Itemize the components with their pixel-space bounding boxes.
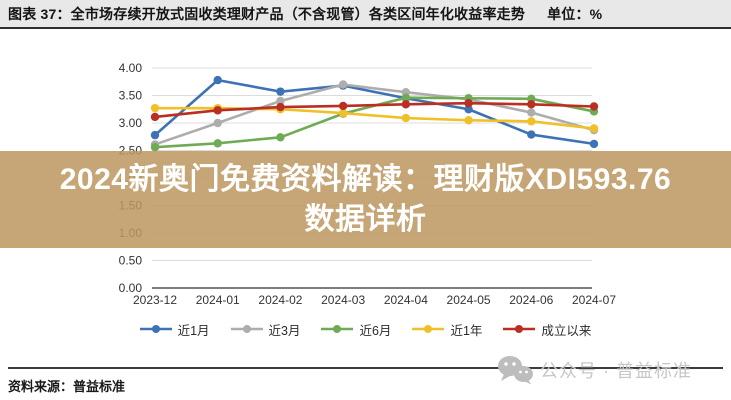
series-marker (276, 133, 285, 142)
x-tick-label: 2024-06 (509, 293, 553, 307)
series-marker (401, 93, 411, 102)
banner-line1: 2024新奥门免费资料解读：理财版XDI593.76 (59, 162, 672, 196)
figure-title: 图表 37：全市场存续开放式固收类理财产品（不含现管）各类区间年化收益率走势 (8, 5, 526, 22)
x-tick-label: 2024-01 (196, 293, 240, 307)
overlay-watermark-banner: 2024新奥门免费资料解读：理财版XDI593.76 数据详析 (0, 151, 731, 248)
series-marker (589, 124, 599, 133)
legend-item: 成立以来 (503, 320, 591, 339)
y-tick-label: 0.00 (119, 281, 143, 295)
series-marker (213, 106, 222, 115)
y-tick-label: 3.50 (119, 89, 143, 103)
series-marker (464, 116, 473, 125)
source-note: 资料来源：普益标准 (8, 379, 126, 394)
x-tick-label: 2024-05 (447, 293, 491, 307)
y-tick-label: 0.50 (119, 254, 143, 268)
series-marker (527, 130, 536, 139)
series-marker (527, 108, 536, 117)
series-line (154, 101, 595, 119)
y-tick-label: 4.00 (119, 61, 143, 75)
x-tick-label: 2024-03 (321, 293, 365, 307)
wechat-icon (498, 356, 533, 385)
legend-label: 近1年 (450, 323, 483, 338)
legend-item: 近1月 (139, 320, 210, 339)
wechat-watermark: 公众号 · 普益标准 (497, 353, 692, 387)
series-marker (150, 143, 160, 152)
series-marker (401, 113, 411, 123)
watermark-text: 公众号 · 普益标准 (540, 361, 692, 381)
legend-label: 近6月 (359, 323, 392, 338)
banner-line2: 数据详析 (304, 202, 427, 236)
series-marker (213, 118, 222, 128)
chart-legend: 近1月 近3月 近6月 近1年 成立以来 (0, 318, 731, 340)
legend-label: 近1月 (177, 323, 210, 338)
series-marker (213, 139, 222, 148)
series-marker (464, 105, 473, 114)
series-marker (276, 87, 285, 96)
legend-marker (139, 325, 172, 333)
legend-item: 近6月 (321, 320, 391, 339)
series-marker (213, 75, 222, 85)
series-line (154, 83, 595, 146)
series-marker (150, 103, 160, 113)
series-marker (338, 108, 348, 118)
y-tick-label: 3.00 (119, 116, 143, 130)
series-line (154, 78, 595, 146)
legend-item: 近3月 (230, 320, 301, 339)
series-marker (589, 139, 599, 149)
legend-marker (503, 325, 536, 333)
legend-marker (321, 325, 354, 333)
x-tick-label: 2024-02 (258, 293, 302, 307)
series-marker (527, 117, 536, 126)
legend-item: 近1年 (412, 320, 482, 339)
legend-marker (230, 325, 263, 333)
series-marker (589, 102, 599, 111)
series-line (155, 106, 595, 130)
series-marker (338, 80, 348, 89)
series-marker (150, 130, 160, 140)
series-marker (401, 100, 411, 109)
footer-divider (8, 367, 723, 369)
legend-marker (412, 325, 445, 333)
series-marker (527, 100, 536, 109)
series-marker (464, 99, 473, 108)
series-marker (338, 101, 348, 111)
unit-label: 单位：% (547, 5, 603, 22)
series-marker (150, 112, 160, 122)
x-tick-label: 2024-07 (572, 293, 616, 307)
legend-label: 近3月 (268, 323, 301, 338)
series-marker (276, 102, 285, 112)
x-tick-label: 2024-04 (384, 293, 428, 307)
series-marker (276, 96, 285, 106)
x-tick-label: 2023-12 (133, 293, 177, 307)
legend-label: 成立以来 (541, 323, 592, 338)
figure-header: 图表 37：全市场存续开放式固收类理财产品（不含现管）各类区间年化收益率走势 单… (0, 0, 731, 29)
